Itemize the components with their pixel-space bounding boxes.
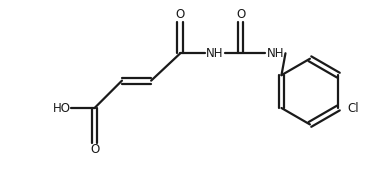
Text: O: O: [176, 9, 185, 21]
Text: O: O: [236, 9, 245, 21]
Text: NH: NH: [206, 47, 224, 60]
Text: HO: HO: [53, 101, 71, 115]
Text: O: O: [90, 143, 99, 156]
Text: NH: NH: [266, 47, 284, 60]
Text: Cl: Cl: [347, 101, 359, 115]
